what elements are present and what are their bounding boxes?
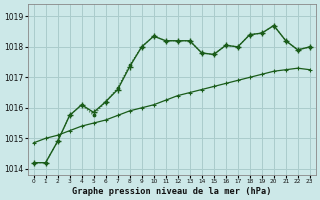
X-axis label: Graphe pression niveau de la mer (hPa): Graphe pression niveau de la mer (hPa) xyxy=(72,187,271,196)
